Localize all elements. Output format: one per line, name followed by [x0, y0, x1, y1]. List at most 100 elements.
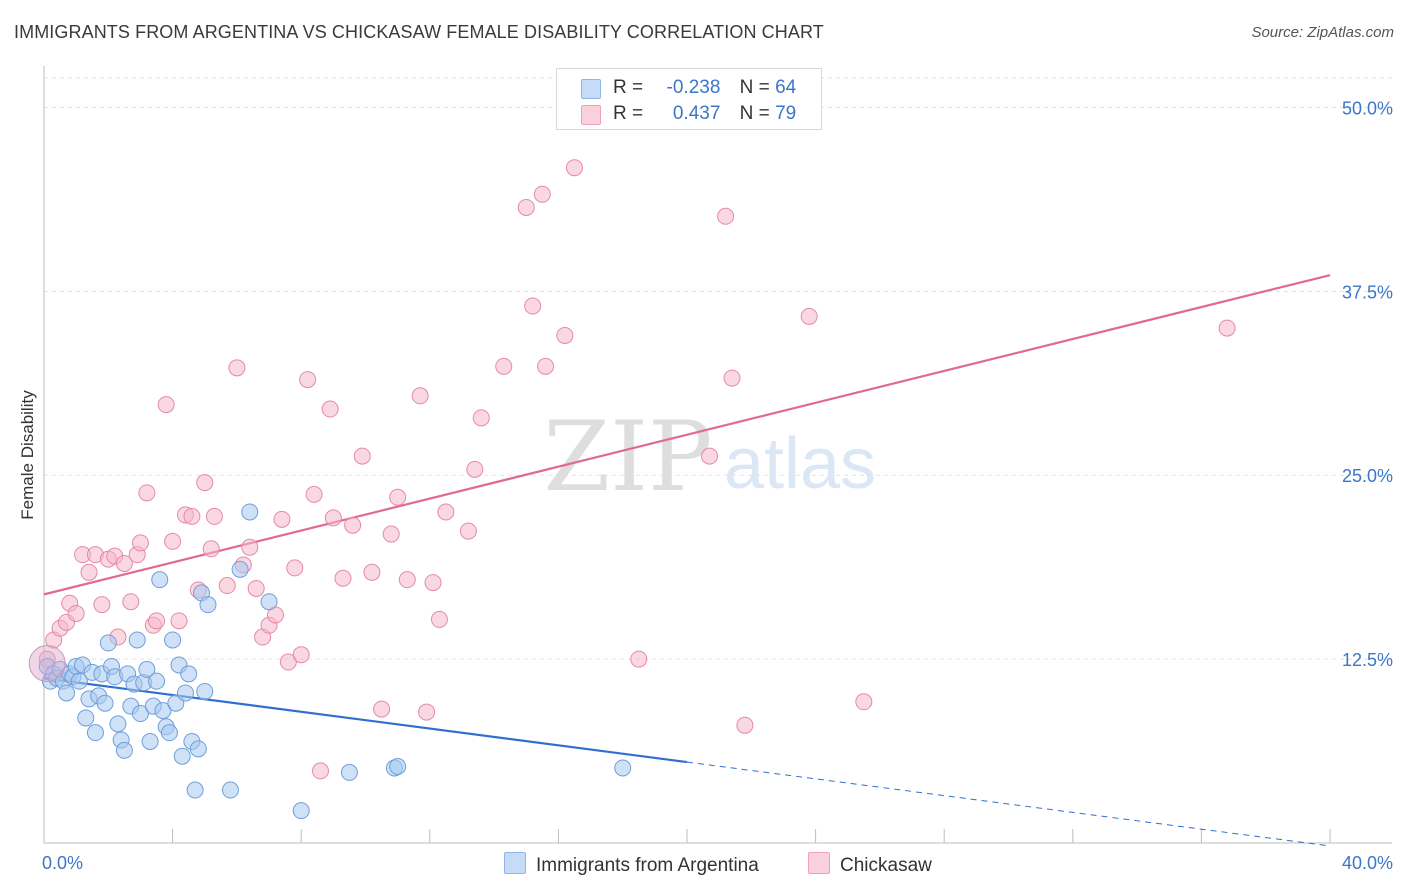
point-chickasaw — [556, 326, 574, 344]
point-argentina — [154, 702, 172, 720]
point-argentina — [196, 682, 214, 700]
point-argentina — [180, 665, 198, 683]
trend-line-argentina — [43, 677, 688, 764]
tick-labels: 12.5% 25.0% 37.5% 50.0% 0.0% 40.0% — [42, 98, 1393, 873]
y-tick-label: 50.0% — [1342, 98, 1393, 118]
point-chickasaw — [363, 563, 381, 581]
legend-r-label: R = — [613, 103, 644, 124]
point-chickasaw — [292, 646, 310, 664]
point-chickasaw — [373, 700, 391, 718]
point-chickasaw — [517, 198, 535, 216]
point-chickasaw — [466, 460, 484, 478]
point-chickasaw — [630, 650, 648, 668]
point-argentina — [260, 593, 278, 611]
x-tick-label-min: 0.0% — [42, 853, 83, 873]
point-argentina — [138, 660, 156, 678]
point-argentina — [77, 709, 95, 727]
point-argentina — [131, 705, 149, 723]
point-argentina — [164, 631, 182, 649]
point-argentina — [70, 672, 88, 690]
bottom-legend-chickasaw: Chickasaw — [808, 852, 932, 877]
legend-r-value: -0.238 — [666, 77, 721, 98]
point-chickasaw — [321, 400, 339, 418]
point-chickasaw — [398, 571, 416, 589]
point-chickasaw — [472, 409, 490, 427]
point-argentina — [614, 759, 632, 777]
chart-title: IMMIGRANTS FROM ARGENTINA VS CHICKASAW F… — [14, 22, 824, 42]
point-chickasaw — [424, 574, 442, 592]
point-argentina — [141, 732, 159, 750]
point-argentina — [292, 802, 310, 820]
point-chickasaw — [800, 307, 818, 325]
point-chickasaw — [324, 509, 342, 527]
point-chickasaw — [411, 387, 429, 405]
point-chickasaw — [183, 507, 201, 525]
point-chickasaw — [218, 577, 236, 595]
point-chickasaw — [170, 612, 188, 630]
y-tick-label: 37.5% — [1342, 282, 1393, 302]
point-argentina — [96, 694, 114, 712]
point-argentina — [86, 724, 104, 742]
point-chickasaw — [273, 510, 291, 528]
point-chickasaw — [736, 716, 754, 734]
data-points — [28, 159, 1236, 820]
legend-n-label: N = — [739, 103, 770, 124]
point-chickasaw — [353, 447, 371, 465]
y-tick-label: 12.5% — [1342, 650, 1393, 670]
point-chickasaw — [93, 596, 111, 614]
point-chickasaw — [565, 159, 583, 177]
point-chickasaw — [115, 554, 133, 572]
point-chickasaw — [286, 559, 304, 577]
point-argentina — [199, 596, 217, 614]
legend-n-value: 64 — [775, 77, 797, 98]
legend-swatch-argentina — [581, 79, 601, 99]
point-chickasaw — [80, 563, 98, 581]
point-chickasaw — [382, 525, 400, 543]
point-argentina — [231, 560, 249, 578]
point-chickasaw — [247, 579, 265, 597]
legend-n-value: 79 — [775, 103, 797, 124]
point-argentina — [99, 634, 117, 652]
legend-swatch-chickasaw — [581, 105, 601, 125]
point-argentina — [340, 763, 358, 781]
watermark: ZIP atlas — [543, 401, 876, 513]
point-chickasaw — [164, 532, 182, 550]
point-chickasaw — [131, 534, 149, 552]
point-argentina — [221, 781, 239, 799]
point-chickasaw — [279, 653, 297, 671]
watermark-zip: ZIP — [543, 401, 712, 513]
point-chickasaw — [537, 357, 555, 375]
point-chickasaw — [459, 522, 477, 540]
trend-line-chickasaw — [43, 274, 1331, 596]
point-argentina — [160, 724, 178, 742]
trend-lines — [43, 274, 1331, 847]
point-chickasaw — [311, 762, 329, 780]
point-chickasaw — [334, 569, 352, 587]
point-chickasaw — [855, 693, 873, 711]
point-argentina — [115, 741, 133, 759]
point-argentina — [148, 672, 166, 690]
point-chickasaw — [157, 396, 175, 414]
point-chickasaw — [205, 507, 223, 525]
point-chickasaw — [344, 516, 362, 534]
point-chickasaw — [495, 357, 513, 375]
point-chickasaw — [524, 297, 542, 315]
point-chickasaw — [430, 610, 448, 628]
point-chickasaw — [533, 185, 551, 203]
point-chickasaw — [241, 538, 259, 556]
point-chickasaw — [389, 488, 407, 506]
point-chickasaw — [202, 540, 220, 558]
legend-n-label: N = — [739, 77, 770, 98]
x-tick-label-max: 40.0% — [1342, 853, 1393, 873]
point-chickasaw — [122, 593, 140, 611]
legend-r-label: R = — [613, 77, 644, 98]
point-chickasaw — [67, 605, 85, 622]
point-chickasaw — [1218, 319, 1236, 337]
bottom-legend-argentina: Immigrants from Argentina — [504, 852, 759, 877]
point-chickasaw — [228, 359, 246, 377]
point-chickasaw — [418, 703, 436, 721]
point-chickasaw — [299, 371, 317, 389]
point-argentina — [241, 503, 259, 521]
axes — [43, 66, 1392, 844]
